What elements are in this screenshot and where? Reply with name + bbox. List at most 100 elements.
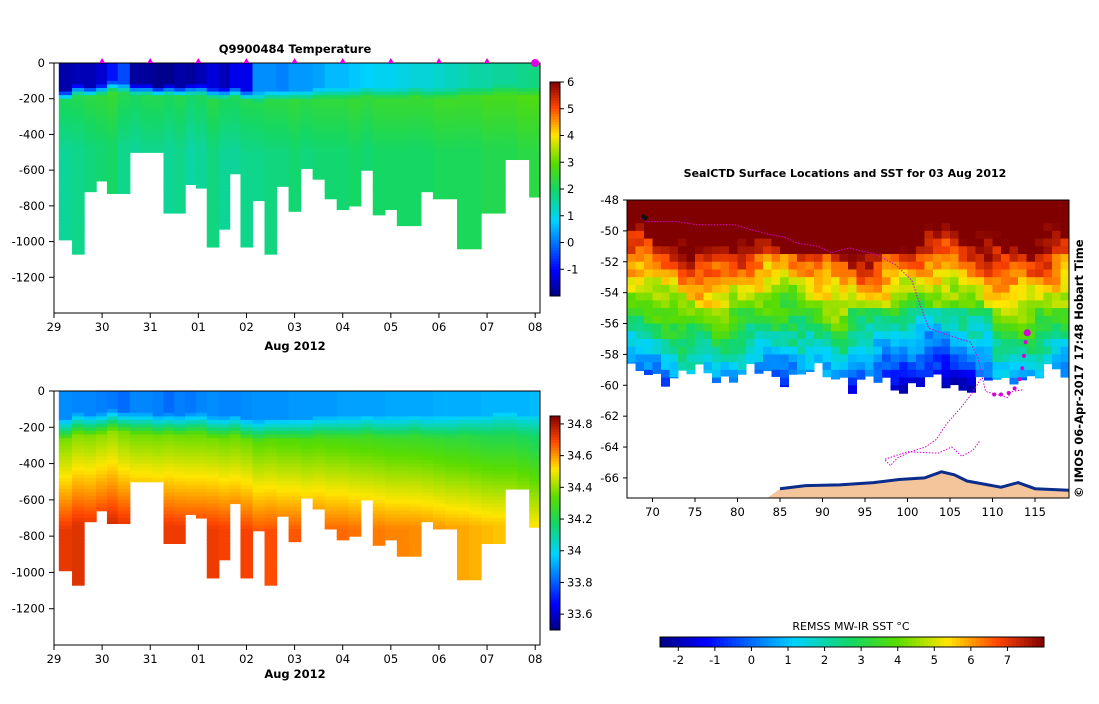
y-tick-label: -1000 (12, 235, 45, 249)
kerguelen-island (641, 213, 649, 221)
sst-colorbar-tick-label: -2 (673, 653, 684, 667)
temperature-section-title: Q9900484 Temperature (219, 42, 372, 56)
sst-colorbar-tick-label: 0 (748, 653, 755, 667)
y-tick-label: -1200 (12, 602, 45, 616)
profile-column (218, 63, 231, 230)
sst-map-title: SealCTD Surface Locations and SST for 03… (684, 167, 1007, 180)
seal-track-line-secondary (883, 378, 982, 467)
profile-column (420, 391, 434, 523)
profile-column (141, 63, 154, 153)
profile-column (408, 391, 422, 557)
colorbar-tick-label: 34 (567, 544, 582, 558)
y-tick-label: -1200 (12, 270, 45, 284)
profile-column (312, 391, 326, 510)
profile-column (206, 63, 220, 248)
x-tick-label: 02 (239, 320, 254, 334)
profile-column (420, 63, 434, 193)
recent-surface-location (1012, 386, 1017, 391)
colorbar-tick-label: 0 (567, 236, 574, 250)
profile-column (129, 63, 143, 153)
profile-column (141, 391, 154, 483)
profile-column (264, 391, 278, 586)
salinity-y-axis: 0 -200 -400 -600 -800 -1000 -1200 (12, 384, 54, 616)
profile-column (396, 63, 410, 227)
profile-column (58, 63, 73, 241)
lon-tick-label: 70 (645, 505, 660, 519)
profile-column (195, 391, 208, 519)
sst-colorbar-tick-label: 5 (931, 653, 938, 667)
x-tick-label: 29 (47, 652, 62, 666)
lat-tick-label: -50 (600, 224, 619, 238)
profile-column (218, 391, 231, 561)
profile-column (469, 63, 482, 250)
sst-colorbar-tick-label: -1 (709, 653, 720, 667)
x-tick-label: 05 (384, 320, 399, 334)
colorbar-tick-label: 3 (567, 155, 574, 169)
profile-column (264, 63, 278, 255)
profile-column (163, 63, 175, 214)
recent-surface-location (1022, 353, 1026, 358)
salinity-x-axis: 29 30 31 01 02 03 04 05 06 07 08 (47, 645, 543, 666)
profile-column (517, 63, 530, 161)
profile-column (229, 391, 242, 505)
sst-colorbar-tick-label: 1 (784, 653, 791, 667)
sst-map-panel: SealCTD Surface Locations and SST for 03… (600, 167, 1086, 667)
x-tick-label: 04 (335, 320, 350, 334)
temperature-surface-markers (99, 58, 540, 67)
colorbar-frame (549, 415, 561, 631)
profile-column (185, 391, 197, 515)
profile-column (457, 391, 470, 581)
current-surface-location (1023, 329, 1031, 337)
profile-column (384, 391, 398, 541)
y-tick-label: -200 (19, 420, 45, 434)
x-tick-label: 05 (384, 652, 399, 666)
profile-column (106, 63, 119, 194)
sst-colorbar-tick-label: 4 (894, 653, 901, 667)
recent-surface-location (992, 392, 997, 397)
lat-tick-label: -66 (600, 471, 619, 485)
profile-column (152, 63, 165, 153)
lat-tick-label: -58 (600, 347, 619, 361)
recent-surface-location (1006, 391, 1011, 395)
temperature-colorbar: 6 5 4 3 2 1 0 -1 (549, 75, 578, 297)
profile-column (84, 391, 97, 523)
profile-column (300, 63, 314, 169)
x-tick-label: 30 (95, 652, 110, 666)
coastal-ice (779, 470, 1069, 492)
profile-column (348, 391, 362, 537)
y-tick-label: 0 (38, 384, 45, 398)
sst-field (627, 200, 1069, 394)
sst-map-longitude-axis: 70 75 80 85 90 95 100 105 110 115 (645, 498, 1046, 519)
sst-colorbar-frame (659, 636, 1045, 648)
profile-column (206, 391, 220, 579)
sst-colorbar-tick-label: 7 (1004, 653, 1011, 667)
x-tick-label: 03 (287, 652, 302, 666)
profile-column (336, 63, 350, 211)
colorbar-tick-label: -1 (567, 262, 578, 276)
profile-column (300, 391, 314, 499)
profile-column (324, 63, 338, 200)
profile-column (481, 391, 494, 544)
colorbar-tick-label: 34.4 (567, 480, 593, 494)
colorbar-tick-label: 5 (567, 102, 574, 116)
surface-location-marker (195, 58, 202, 63)
profile-column (529, 391, 540, 528)
sst-colorbar-tick-label: 3 (857, 653, 864, 667)
x-tick-label: 07 (480, 320, 495, 334)
profile-column (129, 391, 143, 483)
sst-colorbar-tick-label: 6 (967, 653, 974, 667)
colorbar-tick-label: 33.8 (567, 575, 593, 589)
lon-tick-label: 75 (688, 505, 703, 519)
profile-column (432, 63, 446, 200)
recent-surface-location (999, 392, 1003, 397)
colorbar-tick-label: 34.8 (567, 417, 593, 431)
y-tick-label: -600 (19, 493, 45, 507)
x-tick-label: 01 (191, 652, 206, 666)
recent-surface-location (1017, 377, 1022, 382)
profile-column (457, 63, 470, 250)
profile-column (324, 391, 338, 530)
profile-column (240, 63, 254, 248)
sst-colorbar: -2 -1 0 1 2 3 4 5 6 7 (659, 636, 1045, 667)
profile-column (493, 63, 506, 214)
salinity-colorbar: 34.8 34.6 34.4 34.2 34 33.8 33.6 (549, 415, 593, 631)
